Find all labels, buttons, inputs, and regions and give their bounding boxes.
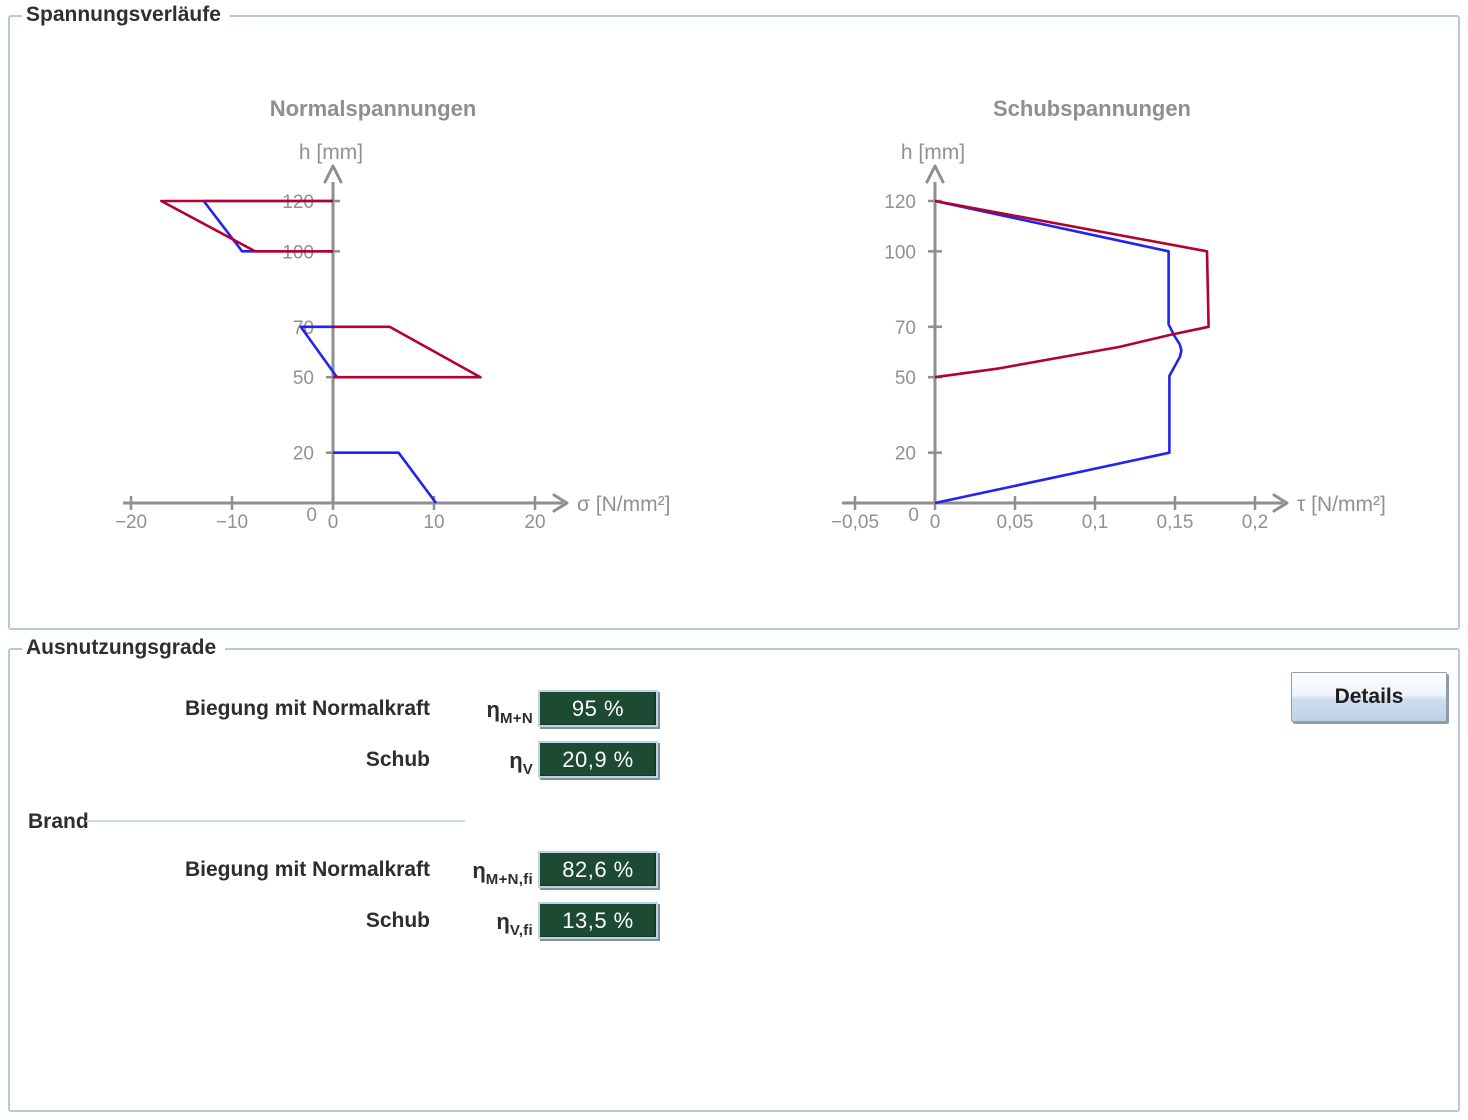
brand-section-label: Brand: [28, 810, 89, 833]
details-button[interactable]: Details: [1291, 672, 1447, 722]
y-tick-label: 70: [895, 318, 916, 339]
x-axis-label: σ [N/mm²]: [577, 493, 670, 516]
y-tick-label: 120: [282, 192, 314, 213]
x-tick-label: 0,05: [997, 512, 1034, 533]
y-tick-label: 0: [908, 505, 919, 526]
eta-symbol-vfi: ηV,fi: [496, 909, 533, 939]
groupbox-legend-ausnutzungsgrade: Ausnutzungsgrade: [22, 635, 226, 661]
y-tick-label: 20: [895, 444, 916, 465]
chart-title: Normalspannungen: [270, 96, 477, 121]
brand-divider: [86, 820, 465, 822]
eta-subscript-v: V: [522, 761, 533, 778]
x-axis-arrow-icon: [552, 493, 569, 513]
x-tick-label: −10: [216, 512, 248, 533]
groupbox-spannungsverlaeufe: Spannungsverläufe: [8, 2, 1460, 630]
eta-symbol-mn: ηM+N: [486, 697, 533, 727]
y-tick-label: 50: [293, 368, 314, 389]
y-tick-label: 0: [306, 505, 317, 526]
x-axis-arrow-icon: [1272, 493, 1289, 513]
y-axis-arrow-icon: [323, 164, 343, 184]
row-label-schub: Schub: [365, 748, 430, 771]
series-bemessung-kalt: [333, 451, 438, 504]
eta-subscript-mnfi: M+N,fi: [485, 871, 533, 888]
groupbox-legend-spannungsverlaeufe: Spannungsverläufe: [22, 2, 230, 28]
eta-subscript-mn: M+N: [500, 710, 533, 727]
y-tick-label: 70: [293, 318, 314, 339]
eta-subscript-vfi: V,fi: [509, 922, 533, 939]
x-tick-label: 20: [524, 512, 545, 533]
y-axis-label: h [mm]: [299, 141, 363, 164]
series-brand-fall: [160, 199, 333, 253]
y-tick-label: 20: [293, 444, 314, 465]
series-brand-fall: [333, 325, 482, 379]
x-axis-label: τ [N/mm²]: [1297, 493, 1386, 516]
y-axis-arrow-icon: [925, 164, 945, 184]
x-tick-label: −0,05: [831, 512, 879, 533]
x-tick-label: 0,1: [1082, 512, 1108, 533]
y-tick-label: 100: [282, 242, 314, 263]
y-axis-label: h [mm]: [901, 141, 965, 164]
x-tick-label: 10: [423, 512, 444, 533]
x-tick-label: 0: [930, 512, 941, 533]
y-tick-label: 50: [895, 368, 916, 389]
value-display-eta-mn: 95 %: [538, 690, 658, 727]
row-label-biegung-mit-normalkraft-fi: Biegung mit Normalkraft: [184, 858, 430, 881]
x-tick-label: 0: [328, 512, 339, 533]
value-display-eta-v: 20,9 %: [538, 741, 658, 778]
chart-normalspannungen: −20 −10 0 10 20 0 20 50 70 100 120 Normalspannungen…: [115, 96, 671, 533]
eta-symbol-v: ηV: [509, 748, 533, 778]
charts-canvas: −20 −10 0 10 20 0 20 50 70 100 120 Normalspannungen…: [115, 96, 1386, 533]
value-display-eta-vfi: 13,5 %: [538, 902, 658, 939]
value-display-eta-mnfi: 82,6 %: [538, 851, 658, 888]
chart-title: Schubspannungen: [993, 96, 1191, 121]
row-label-schub-fi: Schub: [365, 909, 430, 932]
x-tick-label: 0,2: [1242, 512, 1268, 533]
x-tick-label: −20: [115, 512, 147, 533]
series-bemessung-kalt: [934, 199, 1183, 505]
y-tick-label: 100: [884, 242, 916, 263]
chart-schubspannungen: −0,05 0 0,05 0,1 0,15 0,2 0 20 50 70 100 120 Schubsp…: [831, 96, 1386, 533]
series-brand-fall: [934, 199, 1210, 379]
eta-symbol-mnfi: ηM+N,fi: [472, 858, 533, 888]
y-tick-label: 120: [884, 192, 916, 213]
x-tick-label: 0,15: [1157, 512, 1194, 533]
groupbox-ausnutzungsgrade: Ausnutzungsgrade: [8, 635, 1460, 1112]
row-label-biegung-mit-normalkraft: Biegung mit Normalkraft: [184, 697, 430, 720]
